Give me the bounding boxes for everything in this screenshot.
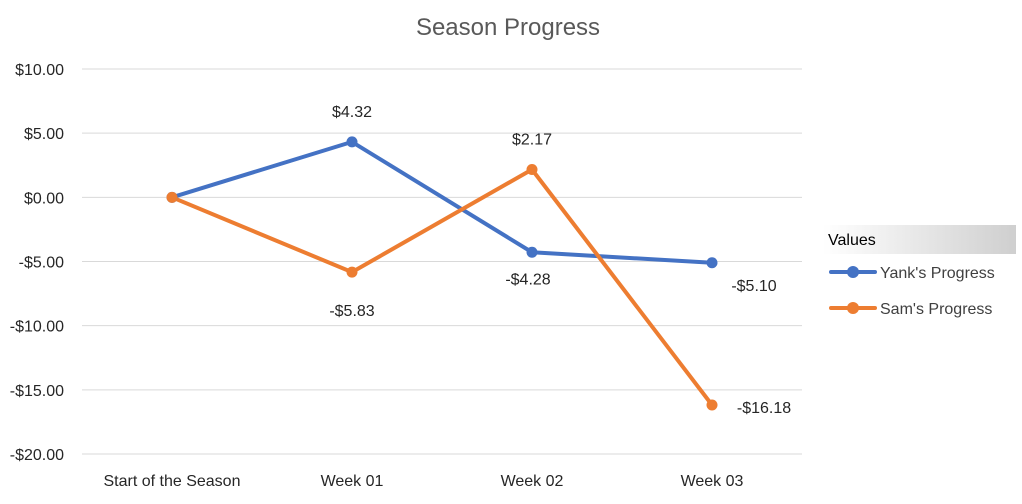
- y-tick-label: $10.00: [15, 62, 64, 79]
- y-tick-label: -$5.00: [19, 255, 64, 272]
- data-label: -$5.83: [329, 303, 374, 320]
- y-tick-label: -$15.00: [10, 383, 64, 400]
- data-point: [526, 246, 538, 258]
- x-tick-label: Week 03: [681, 473, 744, 490]
- data-point: [166, 191, 178, 203]
- y-tick-label: -$10.00: [10, 319, 64, 336]
- data-point: [346, 266, 358, 278]
- x-tick-label: Week 01: [321, 473, 384, 490]
- chart-title: Season Progress: [416, 14, 600, 41]
- data-point: [526, 163, 538, 175]
- y-axis-tick-labels: $10.00 $5.00 $0.00 -$5.00 -$10.00 -$15.00 -$20…: [10, 62, 64, 464]
- series-line: [170, 167, 714, 407]
- legend-label: Yank's Progress: [880, 265, 995, 282]
- x-axis-tick-labels: Start of the Season Week 01 Week 02 Week 03: [104, 473, 744, 490]
- y-tick-label: -$20.00: [10, 447, 64, 464]
- legend-marker-swatch: [847, 302, 859, 314]
- legend-title: Values: [828, 232, 876, 249]
- data-point: [706, 257, 718, 269]
- legend-marker-swatch: [847, 266, 859, 278]
- y-tick-label: $0.00: [24, 190, 64, 207]
- legend-title-background: [823, 225, 1016, 254]
- data-point: [706, 399, 718, 411]
- series-lines: [170, 139, 714, 407]
- data-label: -$5.10: [731, 278, 776, 295]
- data-label: $4.32: [332, 104, 372, 121]
- series-line: [170, 139, 714, 265]
- series-markers: [166, 136, 718, 411]
- data-label: -$16.18: [737, 400, 791, 417]
- data-label: $2.17: [512, 131, 552, 148]
- y-tick-label: $5.00: [24, 126, 64, 143]
- legend-label: Sam's Progress: [880, 301, 992, 318]
- data-label: -$4.28: [505, 271, 550, 288]
- x-tick-label: Week 02: [501, 473, 564, 490]
- data-labels: $4.32 -$4.28 -$5.10 -$5.83 $2.17 -$16.18: [329, 104, 791, 417]
- data-point: [346, 136, 358, 148]
- x-tick-label: Start of the Season: [104, 473, 241, 490]
- legend: Values Yank's Progress Sam's Progress: [823, 225, 1016, 318]
